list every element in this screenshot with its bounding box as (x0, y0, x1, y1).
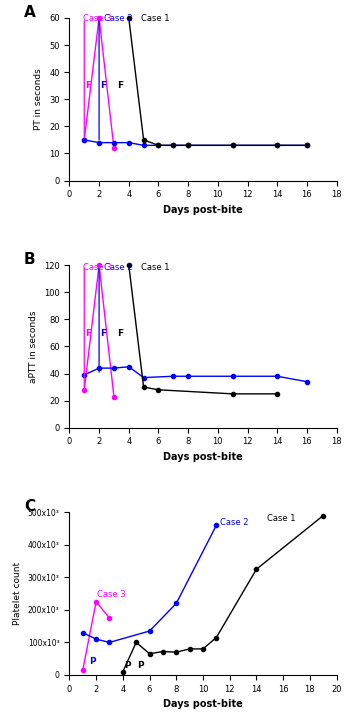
Text: P: P (137, 661, 144, 670)
Y-axis label: aPTT in seconds: aPTT in seconds (29, 310, 39, 383)
Text: P: P (124, 661, 131, 670)
X-axis label: Days post-bite: Days post-bite (163, 699, 243, 709)
Text: A: A (24, 5, 36, 20)
Text: Case 3: Case 3 (98, 590, 126, 600)
Text: F: F (100, 329, 106, 337)
X-axis label: Days post-bite: Days post-bite (163, 452, 243, 462)
Y-axis label: Platelet count: Platelet count (13, 562, 22, 625)
Text: F: F (117, 329, 123, 337)
Text: Case 2: Case 2 (103, 263, 132, 272)
Text: C: C (24, 499, 35, 514)
Text: F: F (85, 329, 91, 337)
X-axis label: Days post-bite: Days post-bite (163, 205, 243, 215)
Text: P: P (90, 656, 96, 666)
Text: Case 2: Case 2 (103, 14, 132, 24)
Text: Case 3: Case 3 (83, 263, 111, 272)
Text: F: F (85, 81, 91, 90)
Text: Case 1: Case 1 (141, 263, 169, 272)
Y-axis label: PT in seconds: PT in seconds (34, 68, 43, 130)
Text: F: F (117, 81, 123, 90)
Text: Case 3: Case 3 (83, 14, 111, 24)
Text: B: B (24, 252, 36, 267)
Text: Case 1: Case 1 (141, 14, 169, 24)
Text: F: F (100, 81, 106, 90)
Text: Case 2: Case 2 (220, 518, 249, 527)
Text: Case 1: Case 1 (267, 513, 296, 523)
